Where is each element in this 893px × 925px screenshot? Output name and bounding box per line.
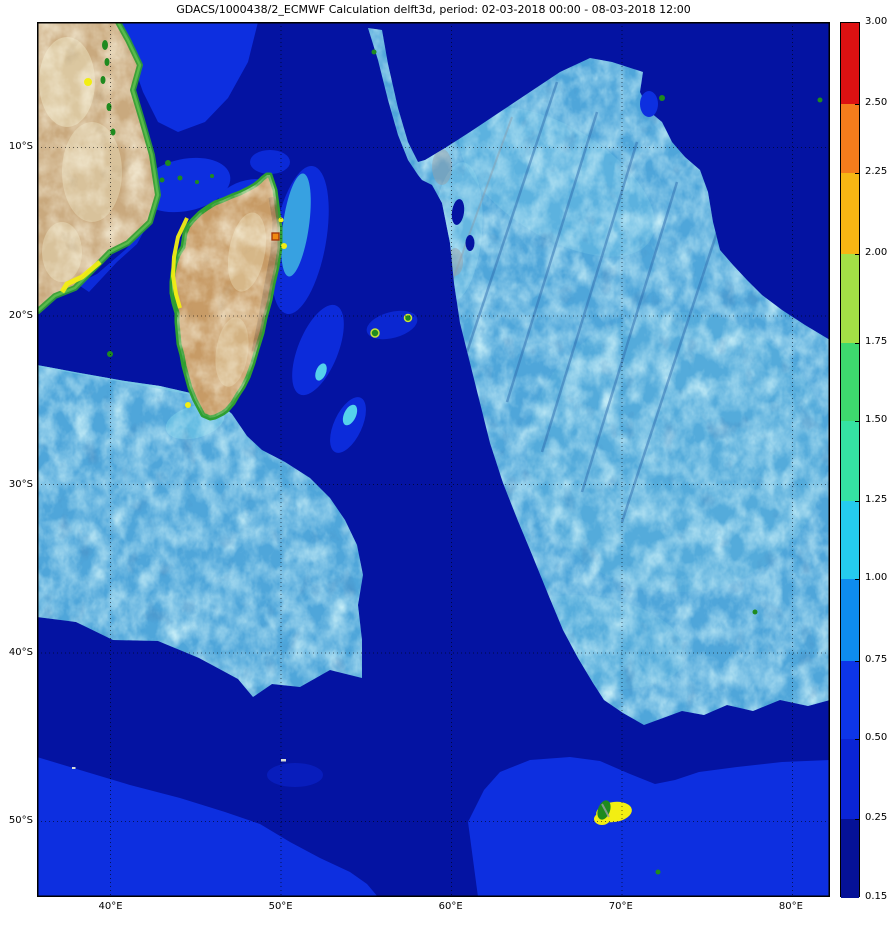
colorbar-tick-mark <box>855 578 859 580</box>
island-dot-channel <box>107 351 113 357</box>
colorbar-tick-label: 2.00 <box>865 247 888 258</box>
island-dot <box>104 58 110 66</box>
colorbar-segment <box>841 254 859 343</box>
africa-coast-greenbelt-light <box>37 22 160 313</box>
yellow-spot <box>278 217 284 223</box>
colorbar-segment <box>841 172 859 254</box>
colorbar-tick-label: 1.00 <box>865 571 888 583</box>
island-dot-northeast <box>659 95 665 101</box>
wave-region-south-left <box>37 757 378 897</box>
colorbar-tick-label: 1.50 <box>865 414 888 426</box>
map-plot <box>37 22 830 897</box>
wave-halo-comoros <box>139 157 231 213</box>
swath-cyan-core <box>315 363 327 381</box>
colorbar-tick-label: 0.50 <box>865 732 888 743</box>
colorbar-segment <box>841 660 859 739</box>
tiny-gray-islets <box>72 759 286 769</box>
colorbar-tick-mark <box>855 660 859 662</box>
island-dot <box>102 40 108 50</box>
colorbar-tick-label: 2.25 <box>865 165 888 177</box>
colorbar-tick-label: 0.15 <box>865 891 888 902</box>
colorbar-segment <box>841 23 859 105</box>
yellow-wave-fringes <box>59 78 287 408</box>
island-dot-comoros <box>210 174 214 178</box>
colorbar-tick-mark <box>855 172 859 174</box>
colorbar-tick-mark <box>855 421 859 423</box>
africa-coast-yellow-fringe <box>59 260 102 294</box>
island-dot-mauritius <box>403 313 413 323</box>
colorbar-tick-label: 1.75 <box>865 335 888 347</box>
yellow-spot <box>84 78 92 86</box>
wave-region-south-right <box>468 757 830 897</box>
swath-cyan-core <box>342 404 358 426</box>
wave-patch-dark-inner <box>267 763 323 787</box>
colorbar <box>840 22 860 898</box>
wave-region-northwest-coast <box>113 22 258 132</box>
colorbar-tick-mark <box>855 254 859 255</box>
lon-tick-label: 60°E <box>438 901 463 912</box>
colorbar-tick-mark <box>855 501 859 502</box>
madagascar-west-yellow-fringe <box>170 217 189 309</box>
colorbar-tick-mark <box>855 104 859 106</box>
kerguelen-relief-streak <box>601 803 610 818</box>
lat-tick-label: 50°S <box>8 815 33 827</box>
island-dot-seychelles <box>371 49 377 55</box>
islet-mark <box>281 759 286 762</box>
ne-coast-cyan-band <box>281 173 311 277</box>
colorbar-tick-label: 1.25 <box>865 494 888 505</box>
colorbar-tick-mark <box>855 739 859 740</box>
island-dot-reunion <box>370 328 380 338</box>
colorbar-segment <box>841 104 859 173</box>
island-dot-comoros <box>159 177 165 183</box>
lat-tick-label: 10°S <box>8 141 33 153</box>
cyclone-track-marker <box>271 232 280 241</box>
graticule <box>37 22 830 897</box>
wave-halo-north-tip <box>250 150 290 174</box>
island-dot-south <box>655 869 661 875</box>
colorbar-tick-label: 0.75 <box>865 653 888 665</box>
colorbar-tick-label: 2.50 <box>865 97 888 109</box>
colorbar-tick-mark <box>855 818 859 820</box>
colorbar-tick-mark <box>855 342 859 344</box>
island-dot <box>110 128 116 136</box>
yellow-spot <box>281 243 287 249</box>
wave-swath-southeast-1 <box>292 304 344 396</box>
kerguelen-high-wave-spot <box>594 800 632 825</box>
colorbar-segment <box>841 818 859 898</box>
islet-mark <box>72 767 76 769</box>
island-dot-comoros <box>177 175 183 181</box>
colorbar-tick-label: 3.00 <box>865 16 888 27</box>
colorbar-segment <box>841 421 859 501</box>
ridge-line <box>451 116 513 283</box>
fracture-zone-lines <box>465 81 719 523</box>
island-dot-comoros <box>165 160 171 166</box>
colorbar-tick-label: 0.25 <box>865 811 888 823</box>
lat-tick-label: 30°S <box>8 478 33 490</box>
small-islands <box>100 40 823 875</box>
coastal-wave-band <box>281 173 358 426</box>
island-dot-comoros <box>195 180 199 184</box>
island-dot-east-edge <box>817 97 823 103</box>
lon-tick-label: 40°E <box>98 901 123 912</box>
island-dot <box>100 76 106 84</box>
colorbar-segment <box>841 739 859 819</box>
plot-frame <box>37 22 830 897</box>
lat-tick-label: 20°S <box>8 310 33 321</box>
lon-tick-label: 50°E <box>268 901 293 912</box>
lon-tick-label: 70°E <box>608 901 633 912</box>
colorbar-segment <box>841 578 859 661</box>
colorbar-segment <box>841 342 859 422</box>
colorbar-segment <box>841 501 859 579</box>
yellow-spot <box>185 402 191 408</box>
island-dot <box>106 103 112 111</box>
plot-title: GDACS/1000438/2_ECMWF Calculation delft3… <box>176 3 691 16</box>
lat-tick-label: 40°S <box>8 646 33 658</box>
wave-patch-notch <box>640 91 658 117</box>
island-dot-plateau <box>752 609 758 615</box>
lon-tick-label: 80°E <box>778 901 803 912</box>
